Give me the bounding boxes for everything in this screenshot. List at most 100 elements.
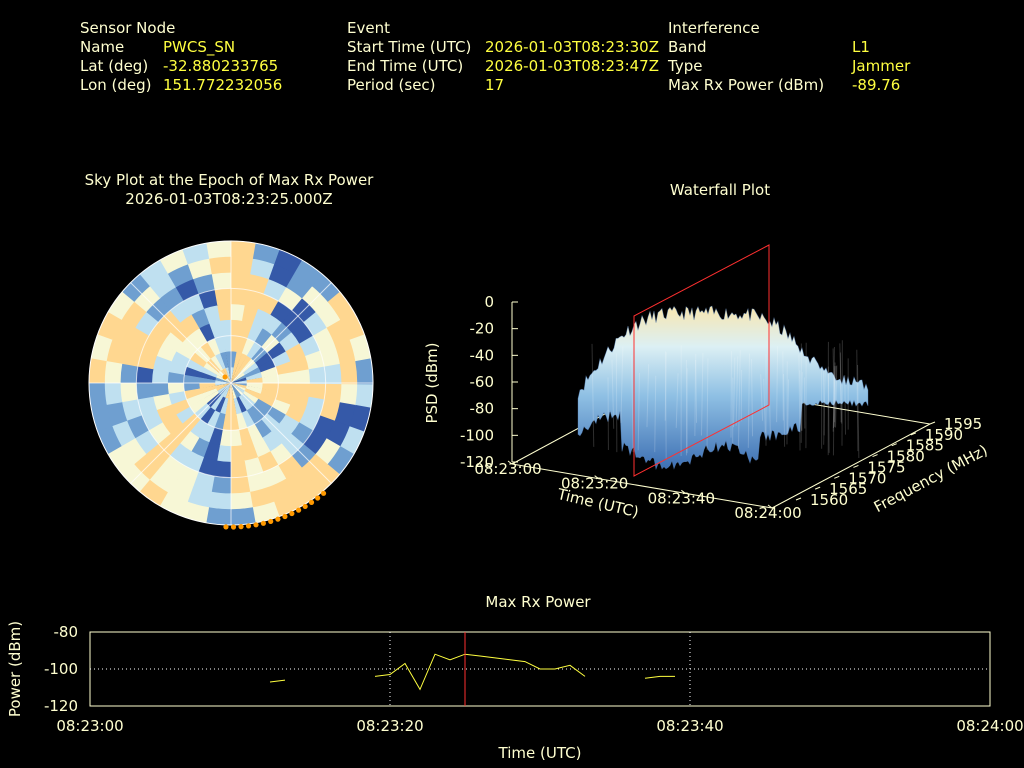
skyplot-cell xyxy=(162,331,184,352)
skyplot-cell xyxy=(106,338,128,364)
skyplot-cell xyxy=(213,460,231,479)
skyplot-cell xyxy=(228,366,232,383)
waterfall-surface-streak xyxy=(833,362,836,428)
waterfall-z-tick-label: 0 xyxy=(484,293,494,311)
skyplot-cell xyxy=(203,362,219,376)
max-rx-power-chart-title: Max Rx Power xyxy=(485,593,591,611)
type-label: Type xyxy=(668,57,703,75)
skyplot-cell xyxy=(167,263,195,288)
waterfall-frequency-tick xyxy=(929,421,936,425)
waterfall-surface-streak xyxy=(823,369,826,445)
skyplot-cell xyxy=(334,402,356,428)
skyplot-cell xyxy=(231,383,240,399)
skyplot-subtitle: 2026-01-03T08:23:25.000Z xyxy=(125,190,333,208)
waterfall-surface-streak xyxy=(834,366,837,427)
skyplot-cell xyxy=(222,335,232,352)
skyplot-cell xyxy=(175,406,195,424)
power-grid xyxy=(90,632,990,706)
skyplot-cell xyxy=(230,383,234,400)
skyplot-cell xyxy=(293,383,311,398)
skyplot-cell xyxy=(207,491,231,510)
skyplot-cell xyxy=(236,412,248,431)
skyplot-cell xyxy=(278,414,300,435)
skyplot-cell xyxy=(198,423,215,443)
skyplot-cell xyxy=(339,426,365,456)
power-y-axis-label: Power (dBm) xyxy=(6,621,24,717)
skyplot-cell xyxy=(239,320,254,339)
skyplot-cell xyxy=(207,337,221,356)
waterfall-time-tick xyxy=(767,504,773,509)
skyplot-cell xyxy=(225,383,231,399)
skyplot-cell xyxy=(211,272,233,290)
power-y-tick-label: -120 xyxy=(44,697,78,715)
skyplot-cell xyxy=(243,362,259,376)
skyplot-cell xyxy=(180,501,210,524)
skyplot-cell xyxy=(231,383,247,389)
waterfall-frequency-tick-label: 1565 xyxy=(829,480,867,498)
skyplot-cell xyxy=(222,383,231,399)
skyplot-cell xyxy=(236,335,248,354)
waterfall-frequency-tick-label: 1570 xyxy=(848,469,886,487)
skyplot-cell xyxy=(230,460,248,479)
skyplot-cell xyxy=(231,272,252,290)
skyplot-cell xyxy=(148,321,172,344)
power-series-line xyxy=(644,675,675,679)
skyplot-cell xyxy=(319,399,341,422)
waterfall-surface-streak xyxy=(620,346,624,423)
waterfall-surface-streak xyxy=(856,349,859,452)
skyplot-cell xyxy=(260,366,279,378)
waterfall-surface-streak xyxy=(637,372,640,451)
skyplot-cell xyxy=(260,388,279,400)
skyplot-cell xyxy=(214,382,231,386)
waterfall-surface-streak xyxy=(733,357,736,428)
skyplot-cell xyxy=(238,427,253,446)
skyplot-cell xyxy=(262,314,283,336)
skyplot-cell xyxy=(159,248,189,274)
skyplot-cell xyxy=(231,350,237,368)
skyplot-cell xyxy=(197,456,218,477)
waterfall-frequency-tick xyxy=(872,454,878,458)
waterfall-surface-streak xyxy=(735,356,739,426)
skyplot-cell xyxy=(133,453,160,481)
waterfall-frequency-tick-label: 1590 xyxy=(925,426,963,444)
skyplot-cell xyxy=(159,286,185,311)
skyplot-cell xyxy=(225,350,232,368)
skyplot-cell xyxy=(220,319,232,337)
waterfall-marker-plane xyxy=(633,244,770,477)
skyplot-cell xyxy=(198,382,216,389)
skyplot-cell xyxy=(262,431,282,453)
skyplot-cell xyxy=(241,442,259,462)
skyplot-cell xyxy=(209,256,233,275)
skyplot-cell xyxy=(210,476,231,494)
waterfall-z-tick-label: -120 xyxy=(460,453,494,471)
power-x-tick-label: 08:23:00 xyxy=(56,717,123,735)
waterfall-surface-streak xyxy=(591,343,595,447)
skyplot-cell xyxy=(167,382,185,394)
waterfall-z-tick-label: -60 xyxy=(470,373,495,391)
waterfall-surface-streak xyxy=(798,354,801,451)
skyplot-cell xyxy=(199,407,216,425)
skyplot-cell xyxy=(190,327,208,347)
skyplot-cell xyxy=(270,300,293,324)
skyplot-cell xyxy=(137,395,157,416)
waterfall-z-axis-label: PSD (dBm) xyxy=(423,342,441,423)
skyplot-azimuth-spoke xyxy=(230,382,332,484)
waterfall-time-tick-label: 08:23:00 xyxy=(474,460,541,478)
skyplot-cell xyxy=(214,383,231,389)
waterfall-surface-streak xyxy=(665,351,667,460)
skyplot-cell xyxy=(186,358,204,373)
waterfall-frequency-tick-label: 1580 xyxy=(887,448,925,466)
skyplot-cell xyxy=(158,491,188,517)
skyplot-cell xyxy=(183,388,202,400)
skyplot-cell xyxy=(315,301,342,329)
skyplot-cell xyxy=(302,285,329,313)
skyplot-cell xyxy=(254,419,272,439)
skyplot-cell xyxy=(246,383,264,389)
skyplot-cell xyxy=(231,303,246,321)
skyplot-cell xyxy=(89,381,107,408)
skyplot-cell xyxy=(206,241,233,259)
waterfall-surface-streak xyxy=(695,353,698,423)
sensor-name-value: PWCS_SN xyxy=(163,38,236,56)
skyplot-cell xyxy=(120,362,138,383)
skyplot-cell xyxy=(107,290,136,320)
